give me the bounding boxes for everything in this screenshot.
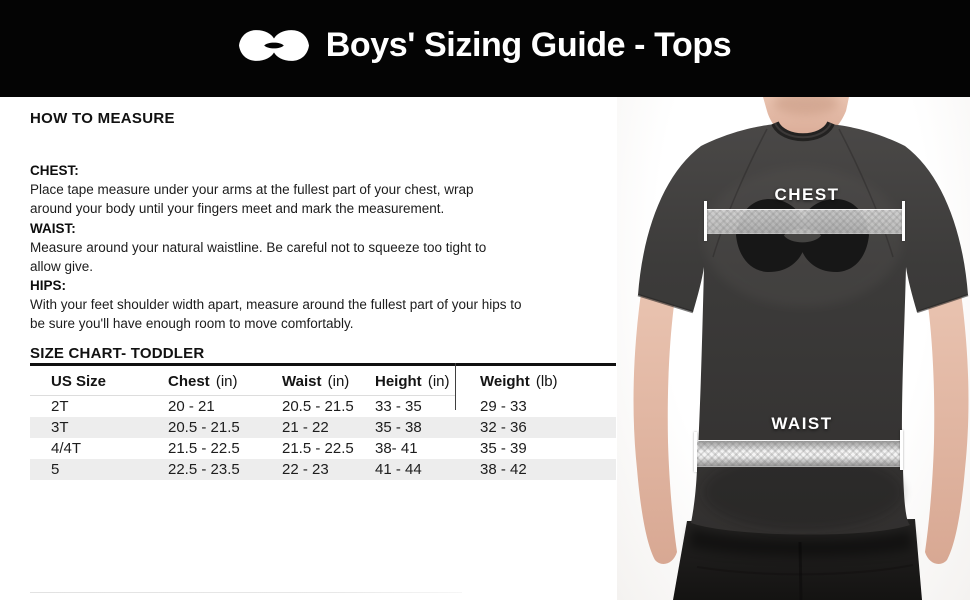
waist-band-right-tick — [900, 430, 903, 470]
waist-label: WAIST — [771, 414, 833, 433]
left-arm — [633, 293, 677, 564]
cell-chest: 22.5 - 23.5 — [168, 461, 240, 478]
measure-label-waist: WAIST: — [30, 221, 76, 236]
col-waist: Waist (in) — [282, 372, 350, 390]
size-chart-rule — [30, 363, 616, 366]
chest-band-right-tick — [902, 201, 905, 241]
col-height: Height (in) — [375, 372, 450, 390]
table-row: 5 22.5 - 23.5 22 - 23 41 - 44 38 - 42 — [30, 459, 616, 480]
chest-label: CHEST — [774, 185, 840, 204]
next-section-rule — [30, 592, 462, 593]
chest-band-left-tick — [704, 201, 707, 241]
cell-chest: 21.5 - 22.5 — [168, 440, 240, 457]
size-chart-table: US Size Chest (in) Waist (in) Height (in… — [30, 366, 616, 480]
measure-label-hips: HIPS: — [30, 278, 67, 293]
cell-weight: 35 - 39 — [480, 440, 527, 457]
table-row: 3T 20.5 - 21.5 21 - 22 35 - 38 32 - 36 — [30, 417, 616, 438]
right-arm — [925, 293, 969, 564]
cell-size: 2T — [51, 398, 69, 415]
cell-waist: 21 - 22 — [282, 419, 329, 436]
cell-chest: 20.5 - 21.5 — [168, 419, 240, 436]
cell-height: 35 - 38 — [375, 419, 422, 436]
table-header-row: US Size Chest (in) Waist (in) Height (in… — [30, 366, 616, 396]
table-row: 4/4T 21.5 - 22.5 21.5 - 22.5 38- 41 35 -… — [30, 438, 616, 459]
cell-weight: 32 - 36 — [480, 419, 527, 436]
header-bar: Boys' Sizing Guide - Tops — [0, 0, 970, 97]
cell-chest: 20 - 21 — [168, 398, 215, 415]
cell-waist: 20.5 - 21.5 — [282, 398, 354, 415]
measure-item-hips: HIPS: With your feet shoulder width apar… — [30, 257, 670, 333]
waist-band-left-tick — [694, 432, 697, 472]
model-photo: CHEST WAIST — [617, 97, 970, 600]
measure-label-chest: CHEST: — [30, 163, 79, 178]
how-to-measure-heading: HOW TO MEASURE — [30, 110, 175, 127]
waist-measure-band — [697, 440, 903, 467]
cell-waist: 21.5 - 22.5 — [282, 440, 354, 457]
col-chest: Chest (in) — [168, 372, 238, 390]
measure-item-chest: CHEST: Place tape measure under your arm… — [30, 142, 670, 218]
cell-weight: 38 - 42 — [480, 461, 527, 478]
col-weight: Weight (lb) — [480, 372, 558, 390]
measure-item-waist: WAIST: Measure around your natural waist… — [30, 200, 670, 276]
cell-size: 3T — [51, 419, 69, 436]
measure-text-chest: Place tape measure under your arms at th… — [30, 182, 474, 216]
col-us-size: US Size — [51, 372, 107, 390]
table-row: 2T 20 - 21 20.5 - 21.5 33 - 35 29 - 33 — [30, 396, 616, 417]
chest-measure-band — [706, 209, 904, 234]
boy-model-illustration — [633, 97, 969, 600]
size-chart-heading: SIZE CHART- TODDLER — [30, 345, 205, 362]
cell-height: 33 - 35 — [375, 398, 422, 415]
column-divider-line — [455, 363, 456, 410]
measure-text-waist: Measure around your natural waistline. B… — [30, 240, 487, 274]
cell-waist: 22 - 23 — [282, 461, 329, 478]
under-armour-logo-icon — [238, 29, 309, 61]
cell-weight: 29 - 33 — [480, 398, 527, 415]
cell-height: 38- 41 — [375, 440, 418, 457]
header-underline — [30, 395, 456, 396]
cell-size: 4/4T — [51, 440, 82, 457]
measure-text-hips: With your feet shoulder width apart, mea… — [30, 297, 522, 331]
cell-size: 5 — [51, 461, 60, 478]
page-title: Boys' Sizing Guide - Tops — [325, 25, 732, 64]
cell-height: 41 - 44 — [375, 461, 422, 478]
